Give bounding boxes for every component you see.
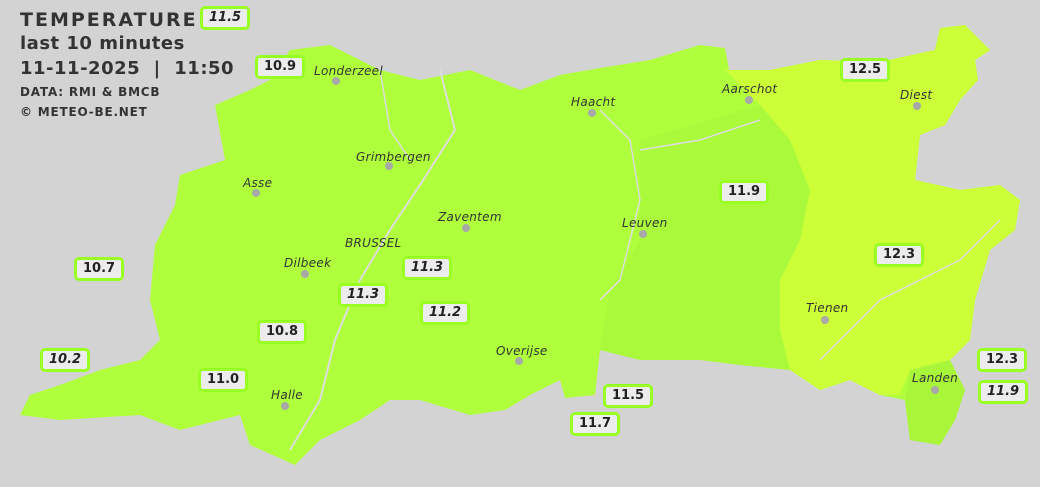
station-label[interactable]: 10.8 [257,320,308,344]
city-dot [931,386,939,394]
city-label: Grimbergen [356,150,431,164]
city-dot [639,230,647,238]
station-label[interactable]: 11.5 [200,6,251,30]
station-label[interactable]: 11.3 [402,256,453,280]
station-label[interactable]: 11.0 [198,368,249,392]
city-label: Overijse [496,344,548,358]
region-zone-12 [725,25,1020,395]
station-label[interactable]: 11.5 [603,384,654,408]
city-dot [821,316,829,324]
city-dot [252,189,260,197]
station-label[interactable]: 11.9 [719,180,770,204]
city-dot [588,109,596,117]
station-label[interactable]: 10.7 [74,257,125,281]
station-label[interactable]: 12.5 [840,58,891,82]
station-label[interactable]: 11.2 [420,301,471,325]
station-label[interactable]: 10.9 [255,55,306,79]
city-label: Landen [912,371,959,385]
city-dot [913,102,921,110]
map-period: last 10 minutes [20,33,185,54]
station-label[interactable]: 12.3 [977,348,1028,372]
city-dot [462,224,470,232]
city-dot [281,402,289,410]
data-source: DATA: RMI & BMCB [20,85,161,99]
city-dot [745,96,753,104]
city-dot [385,162,393,170]
station-label[interactable]: 11.7 [570,412,621,436]
city-label: Asse [243,176,273,190]
city-label: Leuven [622,216,668,230]
copyright: © METEO-BE.NET [20,105,148,119]
region-zone-leuven [600,105,810,370]
station-label[interactable]: 11.9 [978,380,1029,404]
city-label: Aarschot [722,82,778,96]
map-title: TEMPERATURE [20,9,198,31]
map-header: TEMPERATURE last 10 minutes 11-11-2025 |… [20,8,234,122]
city-label: Haacht [571,95,616,109]
river-line-2 [379,69,1001,361]
region-zone-11-9 [905,360,965,445]
city-label: Tienen [806,301,849,315]
station-label[interactable]: 12.3 [874,243,925,267]
city-label: BRUSSEL [345,236,402,250]
city-dot [515,357,523,365]
city-dot [301,270,309,278]
map-datetime: 11-11-2025 | 11:50 [20,58,235,79]
city-label: Halle [271,388,303,402]
city-label: Diest [900,88,933,102]
city-label: Dilbeek [284,256,332,270]
city-label: Zaventem [438,210,502,224]
city-dot [332,77,340,85]
station-label[interactable]: 10.2 [40,348,91,372]
city-label: Londerzeel [314,64,383,78]
station-label[interactable]: 11.3 [338,283,389,307]
river-line [289,69,457,451]
